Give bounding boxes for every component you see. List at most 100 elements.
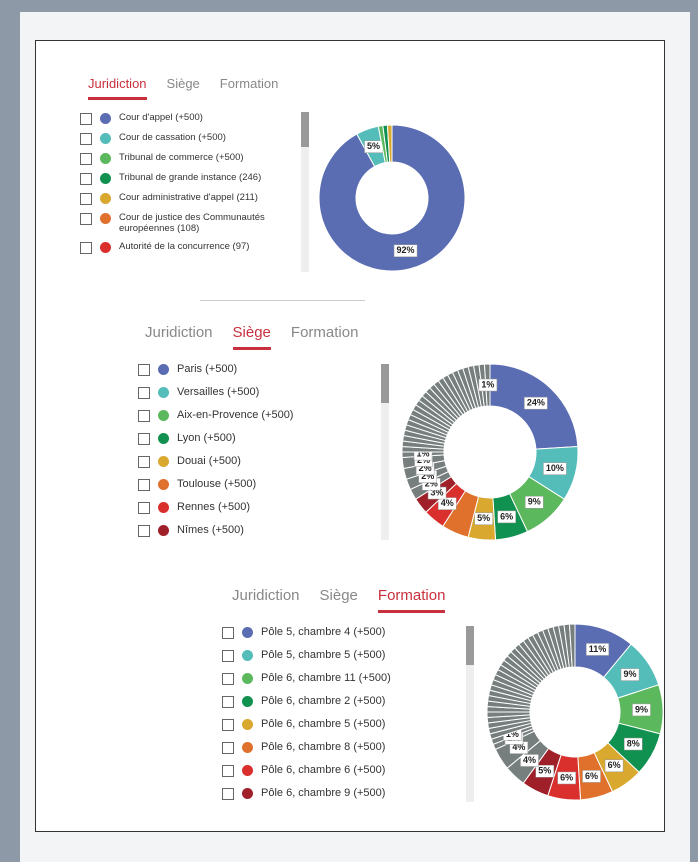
filter-item[interactable]: Rennes (+500) [138, 501, 368, 514]
filter-item[interactable]: Cour d'appel (+500) [80, 112, 290, 125]
filter-item[interactable]: Pôle 6, chambre 9 (+500) [222, 787, 452, 800]
label-box [497, 510, 516, 524]
slice-label: 5% [477, 513, 490, 523]
checkbox[interactable] [80, 193, 92, 205]
tab[interactable]: Juridiction [232, 587, 300, 604]
checkbox[interactable] [138, 502, 150, 514]
tab[interactable]: Formation [219, 76, 279, 91]
checkbox[interactable] [222, 719, 234, 731]
checkbox[interactable] [80, 213, 92, 225]
item-label: Pôle 6, chambre 6 (+500) [261, 764, 386, 776]
slice-label: 5% [538, 766, 551, 776]
checkbox[interactable] [138, 387, 150, 399]
checkbox[interactable] [222, 650, 234, 662]
slice-label: 1% [417, 448, 430, 458]
color-dot [158, 502, 169, 513]
slice-label: 4% [441, 498, 454, 508]
scrollbar[interactable] [381, 364, 389, 540]
checkbox[interactable] [80, 133, 92, 145]
color-dot [242, 673, 253, 684]
scrollbar[interactable] [301, 112, 309, 272]
filter-item[interactable]: Toulouse (+500) [138, 478, 368, 491]
checkbox[interactable] [222, 742, 234, 754]
tab[interactable]: Siège [319, 587, 358, 604]
filter-item[interactable]: Paris (+500) [138, 363, 368, 376]
tab[interactable]: Juridiction [88, 76, 147, 100]
slice-label: 24% [527, 398, 545, 408]
item-label: Pôle 5, chambre 5 (+500) [261, 649, 386, 661]
filter-item[interactable]: Versailles (+500) [138, 386, 368, 399]
checkbox[interactable] [138, 364, 150, 376]
slice-label: 5% [367, 141, 380, 151]
checkbox[interactable] [80, 113, 92, 125]
scroll-thumb[interactable] [301, 112, 309, 148]
color-dot [100, 133, 111, 144]
checkbox[interactable] [222, 696, 234, 708]
color-dot [158, 525, 169, 536]
scrollbar[interactable] [466, 626, 474, 802]
slice-label: 3% [431, 487, 444, 497]
color-dot [158, 410, 169, 421]
filter-item[interactable]: Pôle 5, chambre 5 (+500) [222, 649, 452, 662]
color-dot [158, 387, 169, 398]
tab[interactable]: Juridiction [145, 324, 213, 341]
color-dot [158, 456, 169, 467]
filter-item[interactable]: Tribunal de grande instance (246) [80, 172, 290, 185]
filter-item[interactable]: Cour administrative d'appel (211) [80, 192, 290, 205]
checkbox[interactable] [138, 456, 150, 468]
filter-item[interactable]: Pôle 6, chambre 5 (+500) [222, 718, 452, 731]
item-label: Pôle 6, chambre 5 (+500) [261, 718, 386, 730]
filter-list: Cour d'appel (+500) Cour de cassation (+5… [80, 112, 290, 276]
checkbox[interactable] [138, 433, 150, 445]
filter-item[interactable]: Pôle 6, chambre 11 (+500) [222, 672, 452, 685]
checkbox[interactable] [80, 242, 92, 254]
slice-label: 9% [528, 497, 541, 507]
filter-item[interactable]: Pôle 6, chambre 8 (+500) [222, 741, 452, 754]
checkbox[interactable] [80, 153, 92, 165]
color-dot [100, 242, 111, 253]
item-label: Pôle 5, chambre 4 (+500) [261, 626, 386, 638]
filter-item[interactable]: Pôle 5, chambre 4 (+500) [222, 626, 452, 639]
checkbox[interactable] [222, 788, 234, 800]
scroll-thumb[interactable] [466, 626, 474, 665]
label-box [624, 737, 643, 751]
color-dot [100, 193, 111, 204]
filter-item[interactable]: Tribunal de commerce (+500) [80, 152, 290, 165]
label-box [524, 396, 548, 410]
filter-item[interactable]: Nîmes (+500) [138, 524, 368, 537]
color-dot [242, 742, 253, 753]
color-dot [100, 173, 111, 184]
label-box [582, 770, 601, 783]
checkbox[interactable] [138, 410, 150, 422]
scroll-thumb[interactable] [381, 364, 389, 403]
checkbox[interactable] [222, 765, 234, 777]
checkbox[interactable] [222, 627, 234, 639]
item-label: Pôle 6, chambre 8 (+500) [261, 741, 386, 753]
filter-item[interactable]: Cour de cassation (+500) [80, 132, 290, 145]
filter-item[interactable]: Aix-en-Provence (+500) [138, 409, 368, 422]
item-label: Paris (+500) [177, 363, 238, 375]
checkbox[interactable] [138, 479, 150, 491]
checkbox[interactable] [80, 173, 92, 185]
filter-item[interactable]: Lyon (+500) [138, 432, 368, 445]
label-box [474, 512, 493, 525]
filter-item[interactable]: Autorité de la concurrence (97) [80, 241, 290, 254]
slice-label: 1% [481, 379, 494, 389]
checkbox[interactable] [138, 525, 150, 537]
color-dot [242, 627, 253, 638]
tab[interactable]: Siège [166, 76, 200, 91]
tab[interactable]: Siège [232, 324, 272, 350]
checkbox[interactable] [222, 673, 234, 685]
filter-item[interactable]: Cour de justice des Communautés européen… [80, 212, 290, 234]
tab[interactable]: Formation [377, 587, 445, 613]
slice-label: 2% [419, 463, 432, 473]
item-label: Aix-en-Provence (+500) [177, 409, 294, 421]
filter-item[interactable]: Pôle 6, chambre 2 (+500) [222, 695, 452, 708]
label-box [586, 643, 610, 656]
filter-item[interactable]: Pôle 6, chambre 6 (+500) [222, 764, 452, 777]
item-label: Cour de justice des Communautés européen… [119, 212, 265, 234]
filter-item[interactable]: Douai (+500) [138, 455, 368, 468]
tab[interactable]: Formation [290, 324, 359, 341]
slice-label: 11% [589, 644, 607, 654]
